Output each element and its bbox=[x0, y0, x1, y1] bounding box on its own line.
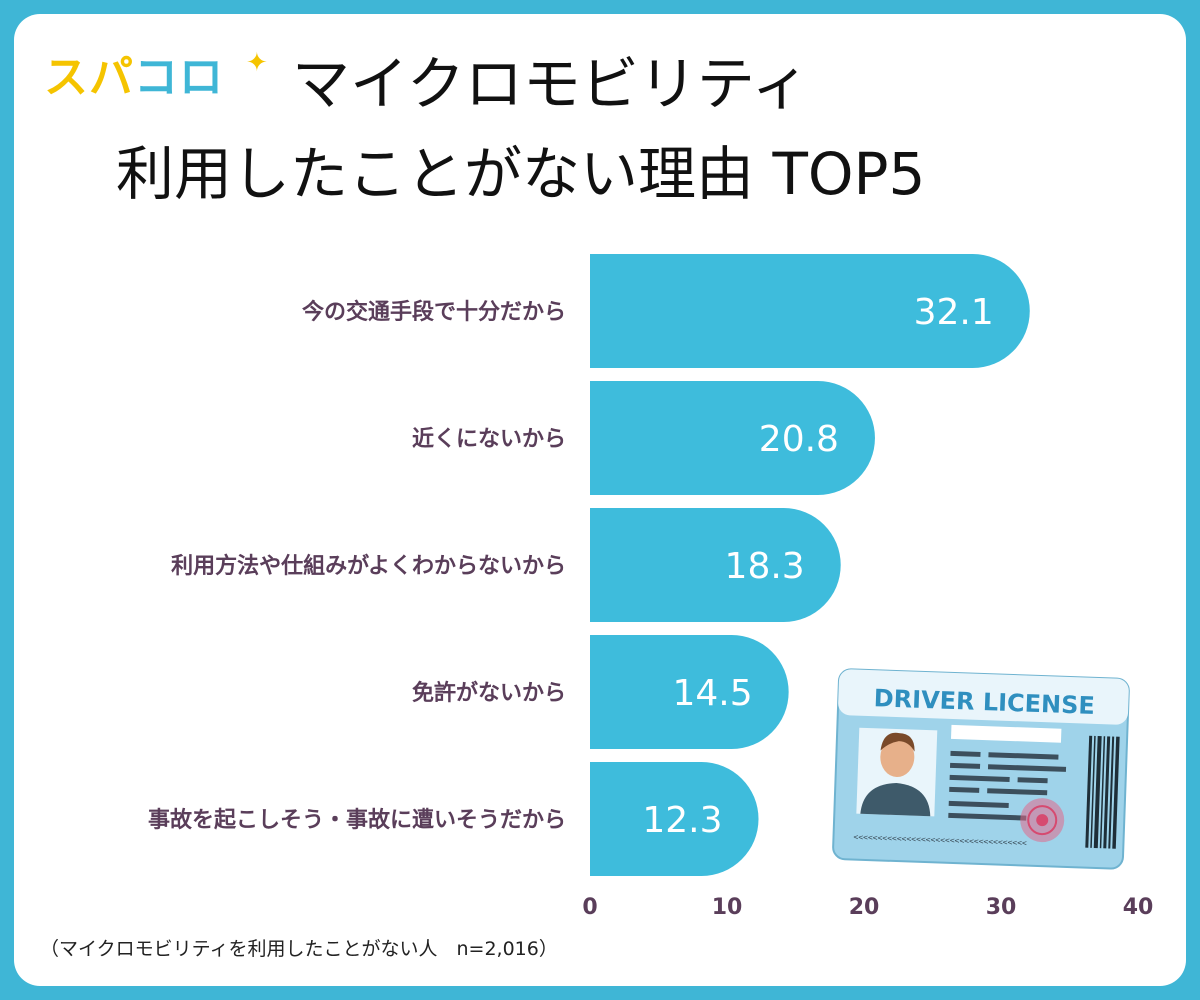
category-label: 利用方法や仕組みがよくわからないから bbox=[171, 553, 566, 579]
x-tick-label: 10 bbox=[712, 895, 743, 920]
license-name-box bbox=[950, 724, 1062, 743]
bar-value-label: 32.1 bbox=[914, 292, 994, 333]
person-icon bbox=[860, 732, 931, 817]
license-barcode bbox=[1085, 735, 1120, 849]
x-tick-label: 30 bbox=[986, 895, 1017, 920]
driver-license-illustration: DRIVER LICENSE bbox=[832, 668, 1130, 870]
chart-title-line2: 利用したことがない理由 TOP5 bbox=[116, 140, 926, 208]
category-label: 今の交通手段で十分だから bbox=[302, 299, 566, 325]
license-header-band bbox=[838, 669, 1129, 725]
category-label: 近くにないから bbox=[412, 426, 566, 452]
sparkle-icon: ✦ bbox=[246, 48, 268, 78]
chart-title-line1: マイクロモビリティ bbox=[292, 50, 810, 118]
bar-value-label: 20.8 bbox=[759, 419, 839, 460]
bar-1 bbox=[590, 254, 1030, 368]
bar-value-label: 18.3 bbox=[725, 546, 805, 587]
license-seal-icon bbox=[1020, 798, 1065, 843]
x-tick-label: 20 bbox=[849, 895, 880, 920]
bar-2 bbox=[590, 381, 875, 495]
category-label: 免許がないから bbox=[412, 680, 566, 706]
bar-4 bbox=[590, 635, 789, 749]
x-tick-label: 40 bbox=[1123, 895, 1154, 920]
category-label: 事故を起こしそう・事故に遭いそうだから bbox=[148, 807, 566, 833]
bar-value-label: 12.3 bbox=[642, 800, 722, 841]
bar-5 bbox=[590, 762, 759, 876]
logo-text-2: コロ bbox=[134, 52, 224, 103]
x-tick-label: 0 bbox=[582, 895, 597, 920]
license-text-lines bbox=[948, 750, 1067, 821]
bar-value-label: 14.5 bbox=[672, 673, 752, 714]
brand-logo: スパコロ bbox=[44, 56, 224, 100]
logo-text-1: スパ bbox=[44, 52, 134, 103]
footnote: （マイクロモビリティを利用したことがない人 n=2,016） bbox=[40, 938, 558, 960]
bar-3 bbox=[590, 508, 841, 622]
